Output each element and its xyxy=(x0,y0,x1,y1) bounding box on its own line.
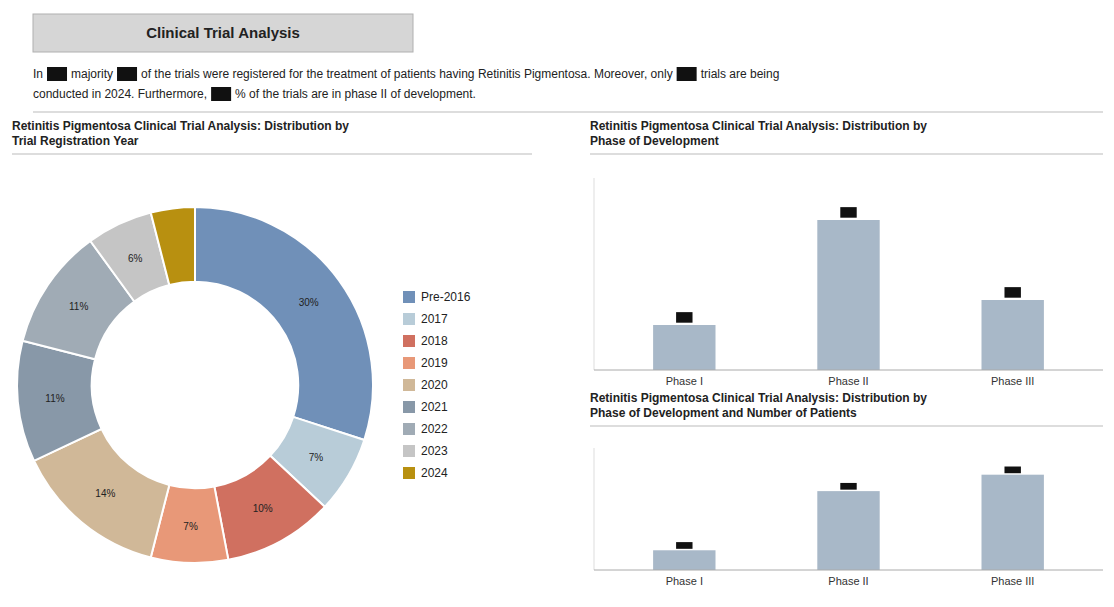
legend-swatch xyxy=(403,357,415,369)
data-label: 30% xyxy=(299,297,319,308)
text-line: Phase of Development xyxy=(590,134,719,148)
x-tick-label: Phase I xyxy=(666,375,703,387)
x-tick-label: Phase II xyxy=(828,375,868,387)
legend-entry: 2024 xyxy=(421,466,448,480)
chart-title: Retinitis Pigmentosa Clinical Trial Anal… xyxy=(12,119,349,148)
legend-entry: 2019 xyxy=(421,356,448,370)
bar xyxy=(653,550,715,570)
redaction-box xyxy=(1004,467,1020,474)
divider xyxy=(33,112,1103,113)
bar xyxy=(817,491,879,570)
data-label: 14% xyxy=(95,488,115,499)
value-axis-line xyxy=(594,178,595,370)
main-title: Clinical Trial Analysis xyxy=(146,24,300,41)
redaction-box xyxy=(840,207,856,218)
redaction-box xyxy=(676,312,692,323)
legend-entry: 2017 xyxy=(421,312,448,326)
data-label: 6% xyxy=(128,253,143,264)
text-line: Phase of Development and Number of Patie… xyxy=(590,406,857,420)
description-text: % of the trials are in phase II of devel… xyxy=(235,87,476,101)
bars xyxy=(653,475,1044,570)
title-box xyxy=(33,14,413,52)
bar xyxy=(817,220,879,370)
chart-title: Retinitis Pigmentosa Clinical Trial Anal… xyxy=(590,119,927,148)
title-underline xyxy=(590,154,1103,155)
redaction-box xyxy=(840,483,856,490)
chart-title: Retinitis Pigmentosa Clinical Trial Anal… xyxy=(590,391,927,420)
legend-entry: 2020 xyxy=(421,378,448,392)
background xyxy=(0,0,1114,607)
donut xyxy=(17,207,373,563)
legend-entry: 2023 xyxy=(421,444,448,458)
bar xyxy=(653,325,715,370)
redaction-box xyxy=(1004,287,1020,298)
data-label: 11% xyxy=(45,393,64,404)
legend-swatch xyxy=(403,467,415,479)
value-axis-line xyxy=(594,448,595,570)
text-line: Retinitis Pigmentosa Clinical Trial Anal… xyxy=(590,119,927,133)
description-text: In xyxy=(33,67,43,81)
legend-entry: 2021 xyxy=(421,400,448,414)
legend-entry: 2022 xyxy=(421,422,448,436)
legend-swatch xyxy=(403,379,415,391)
description-text: conducted in 2024. Furthermore, xyxy=(33,87,207,101)
x-axis-line xyxy=(594,570,1103,571)
title-underline xyxy=(590,426,1103,427)
x-tick-label: Phase III xyxy=(991,375,1034,387)
bars xyxy=(653,220,1044,370)
data-label: 7% xyxy=(309,452,324,463)
description-text: majority xyxy=(71,67,113,81)
legend-swatch xyxy=(403,423,415,435)
redaction-box xyxy=(211,87,231,101)
redaction-box xyxy=(676,542,692,549)
donut-slice xyxy=(151,207,195,285)
redaction-box xyxy=(117,67,137,81)
text-line: Trial Registration Year xyxy=(12,134,139,148)
x-tick-label: Phase II xyxy=(828,575,868,587)
title-underline xyxy=(12,154,532,155)
data-label: 10% xyxy=(253,503,273,514)
legend-swatch xyxy=(403,445,415,457)
legend-swatch xyxy=(403,313,415,325)
donut-slice xyxy=(195,207,373,440)
legend-entry: Pre-2016 xyxy=(421,290,471,304)
figure: Clinical Trial Analysis In majority of the … xyxy=(0,0,1114,607)
redaction-box xyxy=(677,67,697,81)
x-tick-label: Phase I xyxy=(666,575,703,587)
text-line: Retinitis Pigmentosa Clinical Trial Anal… xyxy=(12,119,349,133)
donut-slice xyxy=(214,456,324,560)
legend-swatch xyxy=(403,291,415,303)
bar xyxy=(981,300,1043,370)
text-line: Retinitis Pigmentosa Clinical Trial Anal… xyxy=(590,391,927,405)
description-text: trials are being xyxy=(701,67,780,81)
redaction-box xyxy=(47,67,67,81)
bar xyxy=(981,475,1043,570)
x-axis-line xyxy=(594,370,1103,371)
legend-swatch xyxy=(403,335,415,347)
legend-swatch xyxy=(403,401,415,413)
x-tick-label: Phase III xyxy=(991,575,1034,587)
legend-entry: 2018 xyxy=(421,334,448,348)
description-text: of the trials were registered for the tr… xyxy=(141,67,673,81)
data-label: 11% xyxy=(69,301,88,312)
data-label: 7% xyxy=(183,521,198,532)
